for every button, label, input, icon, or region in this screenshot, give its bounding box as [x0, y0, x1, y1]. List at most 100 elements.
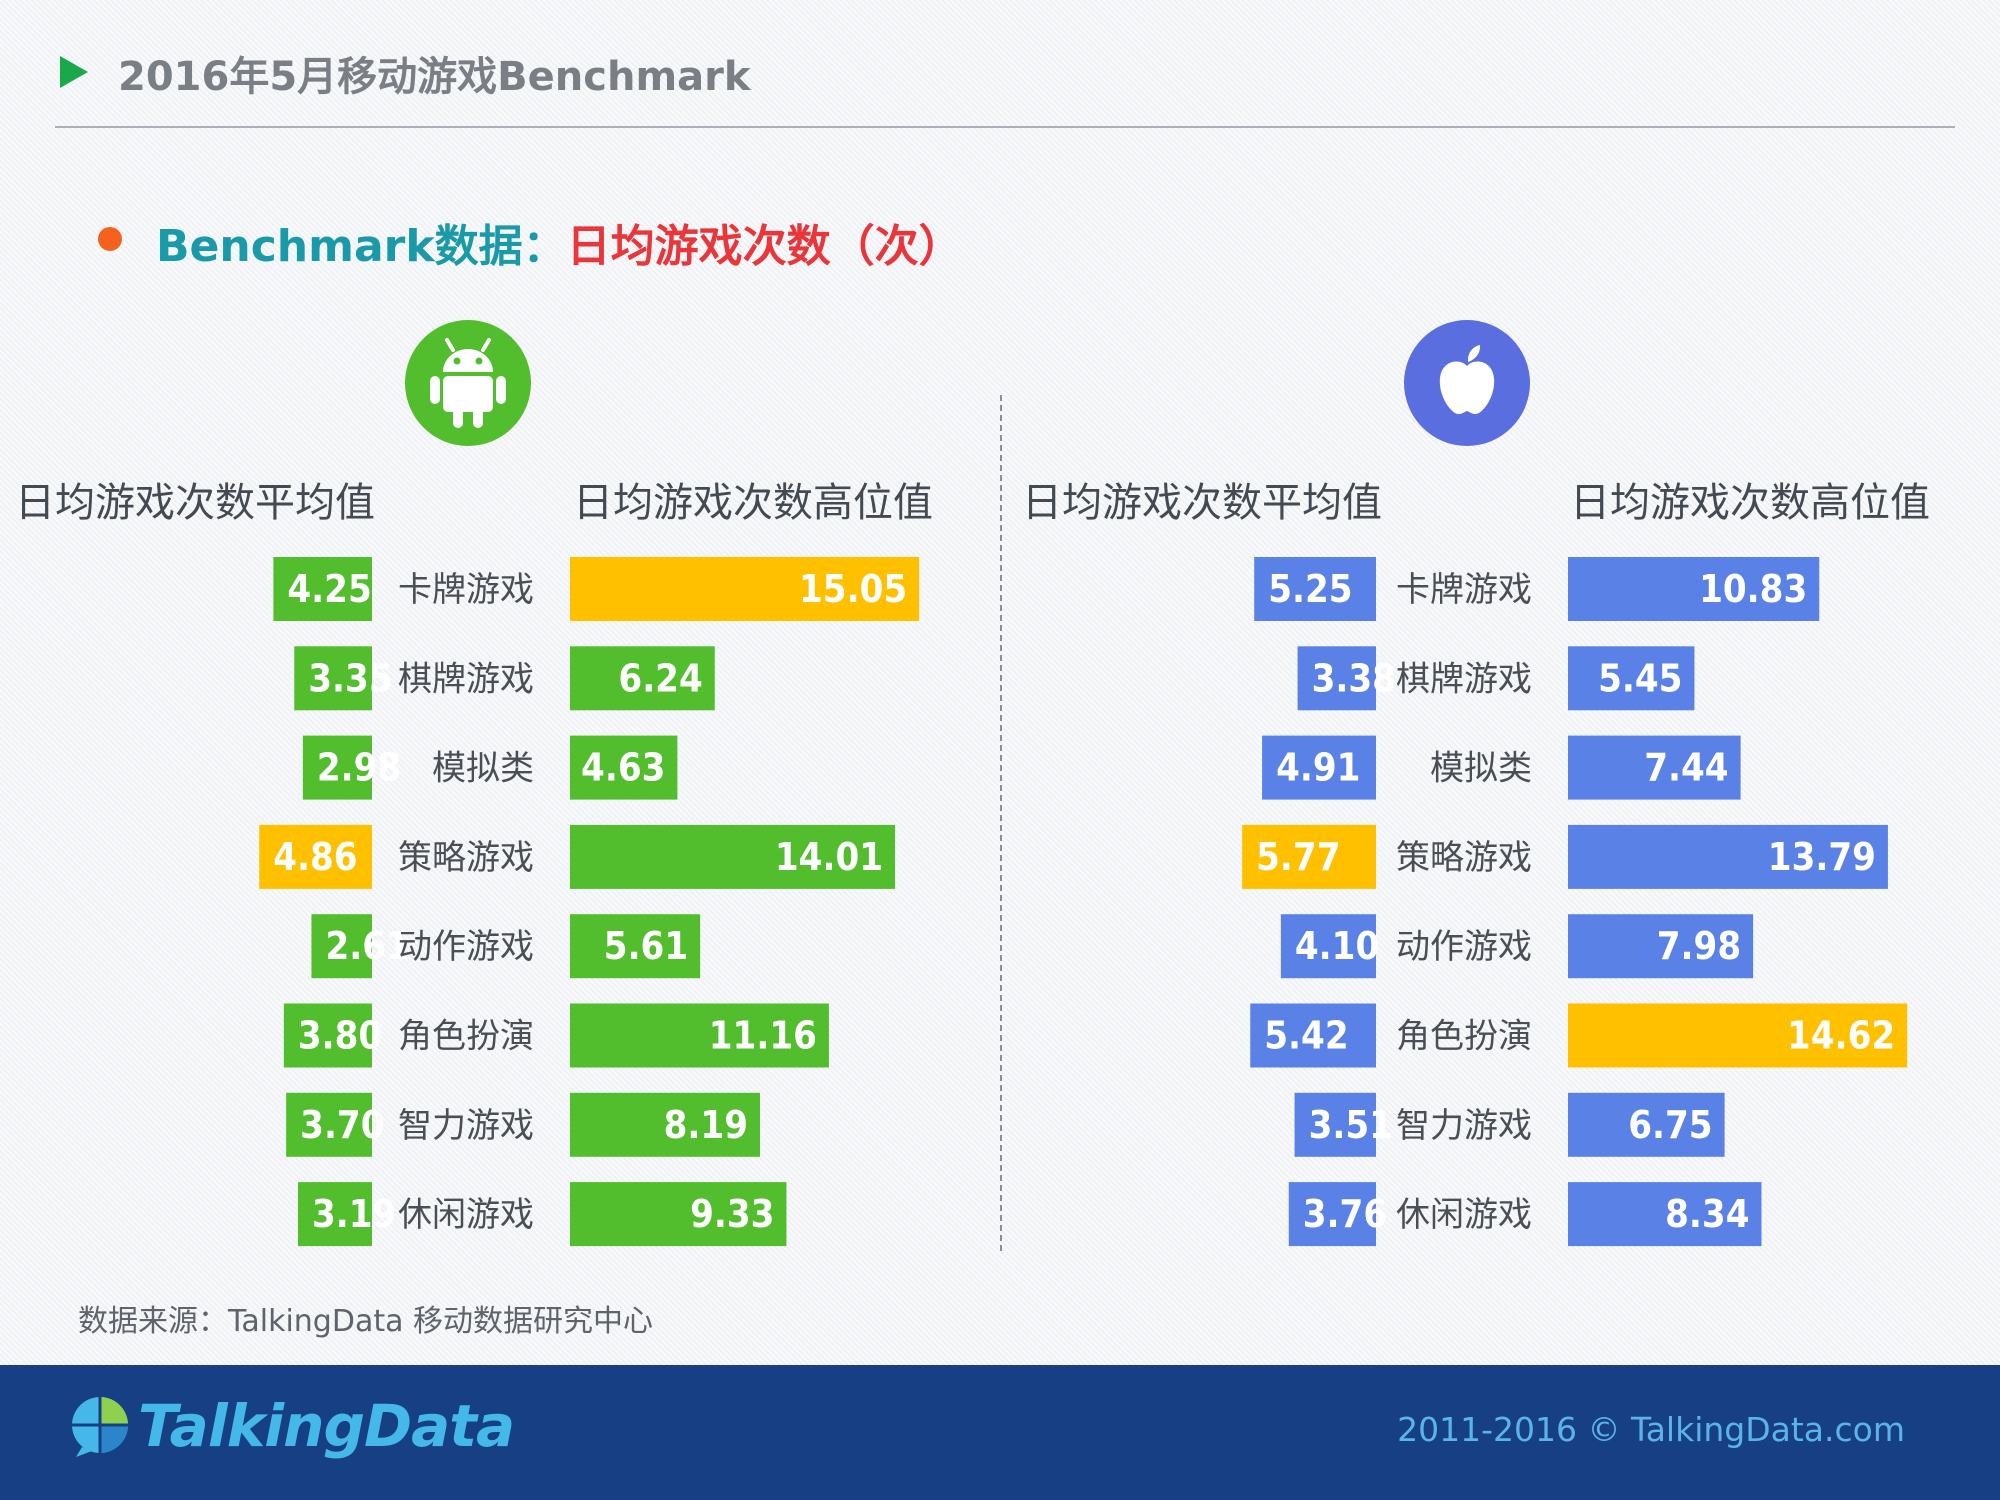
- ios-avg-bar-2: [1262, 735, 1376, 800]
- android-avg-bar-2: [302, 735, 372, 800]
- android-avg-bar-4: [311, 914, 372, 979]
- android-avg-value-7: 3.19: [312, 1192, 396, 1236]
- ios-high-header: 日均游戏次数高位值: [1570, 480, 1930, 526]
- android-high-value-4: 5.61: [604, 924, 688, 968]
- footer-bar: [0, 1365, 2000, 1500]
- data-source-note: 数据来源：TalkingData 移动数据研究中心: [78, 1304, 654, 1339]
- android-avg-bar-7: [297, 1182, 372, 1247]
- android-high-header: 日均游戏次数高位值: [573, 480, 933, 526]
- ios-avg-header: 日均游戏次数平均值: [1022, 480, 1382, 526]
- android-avg-value-0: 4.25: [287, 567, 371, 611]
- android-high-bar-2: [570, 735, 678, 800]
- ios-avg-bar-5: [1250, 1003, 1376, 1068]
- android-avg-value-3: 4.86: [273, 835, 357, 879]
- ios-high-value-7: 8.34: [1665, 1192, 1749, 1236]
- ios-avg-bar-6: [1294, 1092, 1376, 1157]
- android-avg-bar-3: [259, 824, 372, 889]
- ios-high-value-2: 7.44: [1644, 746, 1728, 790]
- brand-name: TalkingData: [138, 1392, 515, 1460]
- subtitle-metric: 日均游戏次数（次）: [566, 221, 963, 272]
- title-divider: [55, 126, 1955, 128]
- ios-high-value-0: 10.83: [1699, 567, 1807, 611]
- android-avg-value-5: 3.80: [298, 1014, 382, 1058]
- ios-category-5: 角色扮演: [1396, 1017, 1532, 1057]
- android-high-value-1: 6.24: [618, 656, 702, 700]
- talkingdata-logo-icon: [68, 1395, 132, 1463]
- android-high-bar-1: [570, 646, 715, 711]
- android-high-value-2: 4.63: [581, 746, 665, 790]
- android-icon: [405, 320, 531, 446]
- ios-avg-bar-4: [1280, 914, 1376, 979]
- android-avg-header: 日均游戏次数平均值: [15, 480, 375, 526]
- ios-high-bar-6: [1568, 1092, 1725, 1157]
- android-avg-value-1: 3.35: [308, 656, 392, 700]
- android-high-value-6: 8.19: [664, 1103, 748, 1147]
- ios-category-0: 卡牌游戏: [1396, 570, 1532, 610]
- android-avg-bar-0: [273, 557, 372, 621]
- ios-high-value-1: 5.45: [1598, 656, 1682, 700]
- ios-high-value-6: 6.75: [1628, 1103, 1712, 1147]
- copyright-text: 2011-2016 © TalkingData.com: [1397, 1410, 1905, 1449]
- android-high-value-7: 9.33: [690, 1192, 774, 1236]
- ios-high-value-3: 13.79: [1768, 835, 1876, 879]
- ios-avg-bar-7: [1288, 1182, 1376, 1247]
- ios-category-3: 策略游戏: [1396, 838, 1532, 878]
- ios-avg-value-7: 3.76: [1303, 1192, 1387, 1236]
- bullet-dot-icon: [98, 227, 122, 251]
- ios-avg-value-4: 4.10: [1295, 924, 1379, 968]
- page-title: 2016年5月移动游戏Benchmark: [118, 54, 751, 100]
- android-category-4: 动作游戏: [398, 927, 534, 967]
- android-category-0: 卡牌游戏: [398, 570, 534, 610]
- android-category-3: 策略游戏: [398, 838, 534, 878]
- chart-subtitle: Benchmark数据：日均游戏次数（次）: [156, 210, 963, 274]
- ios-high-bar-0: [1568, 557, 1820, 621]
- android-high-bar-0: [570, 557, 920, 621]
- android-category-7: 休闲游戏: [398, 1195, 534, 1235]
- ios-high-bar-2: [1568, 735, 1741, 800]
- ios-avg-value-5: 5.42: [1264, 1014, 1348, 1058]
- android-high-bar-3: [570, 824, 896, 889]
- ios-category-2: 模拟类: [1430, 749, 1532, 789]
- android-high-bar-4: [570, 914, 701, 979]
- ios-high-value-4: 7.98: [1657, 924, 1741, 968]
- ios-category-7: 休闲游戏: [1396, 1195, 1532, 1235]
- platform-divider: [1000, 395, 1002, 1251]
- title-arrow-icon: [60, 56, 88, 88]
- android-category-5: 角色扮演: [398, 1017, 534, 1057]
- ios-avg-value-6: 3.51: [1309, 1103, 1393, 1147]
- android-avg-value-2: 2.98: [317, 746, 401, 790]
- android-high-bar-6: [570, 1092, 761, 1157]
- android-avg-value-6: 3.70: [300, 1103, 384, 1147]
- ios-avg-value-2: 4.91: [1276, 746, 1360, 790]
- android-glyph: [430, 338, 506, 428]
- ios-category-4: 动作游戏: [1396, 927, 1532, 967]
- apple-icon: [1404, 320, 1530, 446]
- ios-high-bar-5: [1568, 1003, 1908, 1068]
- ios-high-bar-4: [1568, 914, 1754, 979]
- android-high-value-3: 14.01: [775, 835, 883, 879]
- ios-category-1: 棋牌游戏: [1396, 659, 1532, 699]
- ios-avg-value-3: 5.77: [1256, 835, 1340, 879]
- android-high-value-0: 15.05: [799, 567, 907, 611]
- apple-glyph: [1439, 345, 1495, 415]
- android-high-bar-5: [570, 1003, 829, 1068]
- subtitle-prefix: Benchmark数据：: [156, 221, 567, 272]
- ios-avg-bar-1: [1297, 646, 1376, 711]
- android-high-value-5: 11.16: [709, 1014, 817, 1058]
- android-category-6: 智力游戏: [398, 1106, 534, 1146]
- ios-high-value-5: 14.62: [1787, 1014, 1895, 1058]
- android-avg-bar-1: [294, 646, 372, 711]
- ios-high-bar-1: [1568, 646, 1695, 711]
- android-avg-bar-6: [286, 1092, 372, 1157]
- ios-avg-bar-3: [1242, 824, 1376, 889]
- ios-avg-bar-0: [1254, 557, 1376, 621]
- ios-high-bar-3: [1568, 824, 1888, 889]
- android-high-bar-7: [570, 1182, 787, 1247]
- ios-avg-value-1: 3.38: [1312, 656, 1396, 700]
- android-avg-bar-5: [283, 1003, 372, 1068]
- ios-avg-value-0: 5.25: [1268, 567, 1352, 611]
- ios-high-bar-7: [1568, 1182, 1762, 1247]
- android-avg-value-4: 2.61: [325, 924, 409, 968]
- android-category-2: 模拟类: [432, 749, 534, 789]
